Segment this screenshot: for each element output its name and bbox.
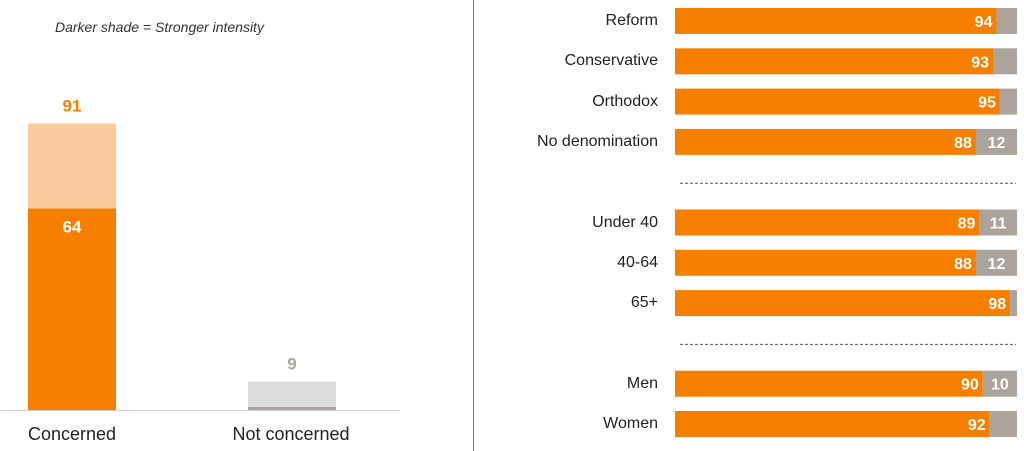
value-a-0-0: 94 [975,14,993,31]
value-a-0-1: 93 [971,54,989,71]
bar-a-0-1 [675,48,994,75]
row-label: Reform [605,12,658,29]
row-label: No denomination [537,132,658,150]
row-label: Under 40 [592,213,658,231]
value-a-2-0: 90 [961,377,979,394]
bar-b-0-0 [996,8,1017,34]
bar-b-2-0 [982,370,1017,397]
bar-b-0-1 [993,48,1017,75]
value-a-0-2: 95 [978,95,996,112]
bar-b-0-3 [975,128,1017,155]
bar-a-1-0 [675,209,980,236]
category-label-concerned: Concerned [27,424,117,444]
value-b-1-0: 11 [990,216,1007,233]
category-label-not-concerned: Not concerned [232,424,350,444]
row-label: Conservative [564,52,658,70]
row-label: Orthodox [592,92,658,110]
bar-b-0-2 [999,88,1017,115]
intensity-note: Darker shade = Stronger intensity [55,19,264,35]
bar-a-1-1 [675,249,976,276]
bar-b-2-1 [989,411,1017,437]
value-b-0-3: 12 [988,135,1006,152]
panel-divider [473,0,474,451]
bar-b-1-0 [979,209,1017,236]
row-label: 40-64 [617,253,658,271]
value-a-1-1: 88 [954,256,972,273]
bar-b-1-1 [975,249,1017,276]
bar-a-0-0 [675,8,997,34]
value-a-0-3: 88 [954,135,972,152]
bar-a-0-3 [675,128,976,155]
bar-strong-0 [28,208,116,410]
value-a-2-1: 92 [968,417,986,434]
row-label: Women [603,415,658,432]
concern-column-chart: 91 64 9 [0,96,400,411]
value-a-1-0: 89 [958,216,976,233]
row-label: Men [626,374,658,392]
bar-somewhat-1 [248,381,336,407]
bar-somewhat-0 [28,123,116,209]
value-b-2-0: 10 [991,377,1009,394]
bar-a-1-2 [675,290,1011,317]
total-label-1: 9 [287,355,296,374]
bar-a-0-2 [675,88,1000,115]
bar-b-1-2 [1010,290,1017,317]
value-a-1-2: 98 [988,296,1006,313]
value-b-1-1: 12 [988,256,1006,273]
row-label: 65+ [630,294,658,312]
total-label-0: 91 [63,96,82,115]
bar-strong-1 [248,406,336,410]
bar-a-2-1 [675,411,990,437]
bar-a-2-0 [675,370,983,397]
strong-label-0: 64 [63,217,82,236]
